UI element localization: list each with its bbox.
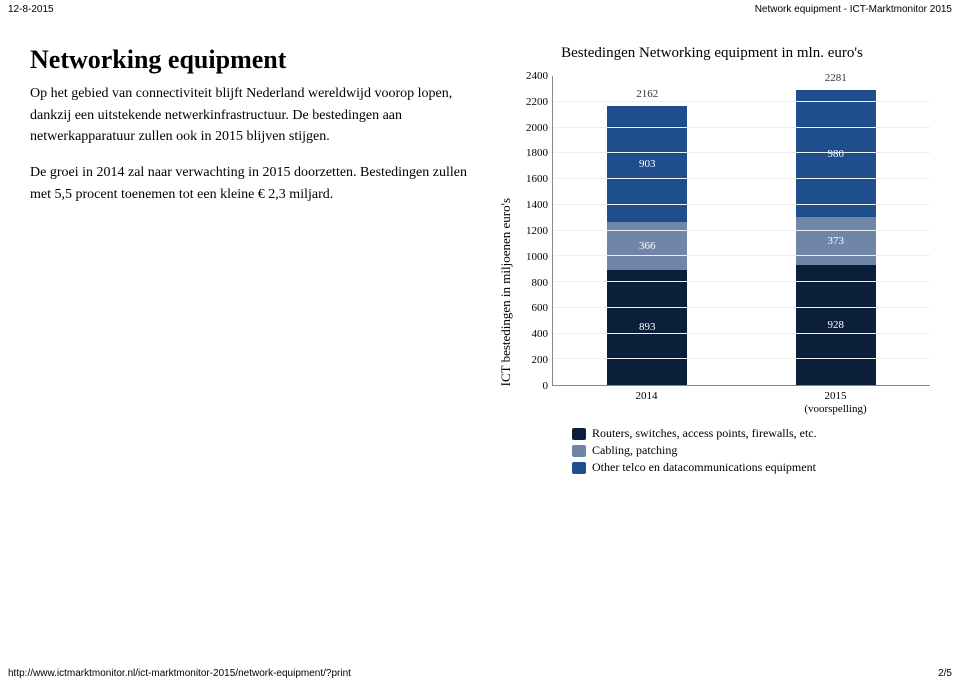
chart-ylabel: ICT bestedingen in miljoenen euro's (494, 76, 514, 477)
bar-segment: 893 (607, 270, 687, 385)
legend-label: Other telco en datacommunications equipm… (592, 460, 816, 475)
print-date: 12-8-2015 (8, 4, 54, 15)
legend-label: Cabling, patching (592, 443, 677, 458)
chart-plot-area: 8933669032162 9283739802281 (552, 76, 930, 386)
bar-column: 9283739802281 (796, 90, 876, 385)
chart-xaxis: 20142015(voorspelling) (552, 386, 930, 416)
legend-item: Cabling, patching (572, 443, 930, 458)
bar-segment: 980 (796, 90, 876, 217)
legend-swatch (572, 428, 586, 440)
legend-swatch (572, 462, 586, 474)
bar-column: 8933669032162 (607, 106, 687, 385)
bar-segment: 928 (796, 265, 876, 385)
print-doc-title: Network equipment - ICT-Marktmonitor 201… (755, 4, 952, 15)
xtick: 2014 (552, 386, 741, 416)
legend-item: Routers, switches, access points, firewa… (572, 426, 930, 441)
bar-segment: 903 (607, 106, 687, 223)
intro-para-1: Op het gebied van connectiviteit blijft … (30, 83, 470, 148)
chart-title: Bestedingen Networking equipment in mln.… (494, 45, 930, 62)
legend-swatch (572, 445, 586, 457)
legend-item: Other telco en datacommunications equipm… (572, 460, 930, 475)
bar-total-label: 2281 (796, 72, 876, 84)
intro-para-2: De groei in 2014 zal naar verwachting in… (30, 162, 470, 205)
print-page-num: 2/5 (938, 668, 952, 679)
bar-segment: 373 (796, 217, 876, 265)
xtick: 2015(voorspelling) (741, 386, 930, 416)
legend-label: Routers, switches, access points, firewa… (592, 426, 817, 441)
print-url: http://www.ictmarktmonitor.nl/ict-marktm… (8, 668, 351, 679)
page-title: Networking equipment (30, 45, 470, 75)
bar-total-label: 2162 (607, 88, 687, 100)
chart-yticks: 2400220020001800160014001200100080060040… (514, 76, 552, 386)
chart-legend: Routers, switches, access points, firewa… (572, 426, 930, 475)
